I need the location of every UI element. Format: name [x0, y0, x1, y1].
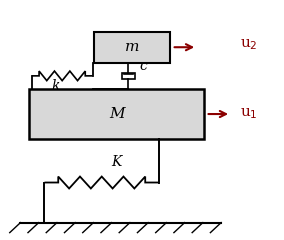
Text: k: k	[52, 78, 60, 93]
Text: K: K	[111, 155, 122, 169]
Bar	[94, 32, 170, 63]
Text: u$_1$: u$_1$	[239, 107, 257, 121]
Bar	[122, 73, 135, 79]
Text: M: M	[109, 107, 124, 121]
Text: m: m	[125, 40, 139, 54]
Bar	[29, 89, 204, 139]
Text: u$_2$: u$_2$	[239, 37, 257, 52]
Text: c: c	[139, 60, 147, 73]
